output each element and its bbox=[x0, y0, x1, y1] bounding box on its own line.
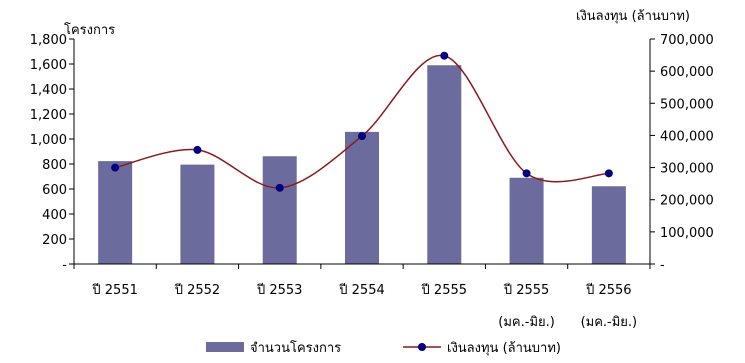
left-tick-label: - bbox=[62, 258, 67, 273]
line-series bbox=[111, 51, 613, 192]
bar bbox=[345, 131, 379, 264]
right-tick-label: 100,000 bbox=[660, 226, 714, 241]
right-tick-label: 400,000 bbox=[660, 129, 714, 144]
x-tick-label: ปี 2555 bbox=[503, 282, 549, 298]
left-tick-label: 1,600 bbox=[30, 58, 67, 73]
right-axis-title: เงินลงทุน (ล้านบาท) bbox=[576, 9, 690, 24]
x-tick-label: ปี 2551 bbox=[91, 282, 137, 298]
legend-label-bar: จำนวนโครงการ bbox=[250, 340, 341, 356]
left-tick-label: 1,800 bbox=[30, 33, 67, 48]
legend-swatch-bar bbox=[206, 342, 244, 352]
left-tick-label: 200 bbox=[42, 233, 67, 248]
line-point bbox=[275, 183, 284, 192]
left-axis-title: โครงการ bbox=[64, 22, 115, 38]
line-point bbox=[604, 169, 613, 178]
line-point bbox=[522, 169, 531, 178]
left-tick-label: 1,200 bbox=[30, 108, 67, 123]
x-tick-label: ปี 2556 bbox=[585, 282, 631, 298]
left-tick-label: 1,400 bbox=[30, 83, 67, 98]
bar bbox=[509, 177, 544, 264]
x-tick-label: ปี 2555 bbox=[421, 282, 467, 298]
x-tick-label: ปี 2553 bbox=[256, 282, 302, 298]
bar bbox=[98, 161, 133, 264]
bar bbox=[180, 164, 215, 264]
x-tick-label: ปี 2554 bbox=[338, 282, 384, 298]
axes: - 200 400 600 800 1,000 1,200 1,400 1,600 1,800 - 1… bbox=[30, 33, 714, 330]
left-tick-label: 600 bbox=[42, 183, 67, 198]
x-tick-sublabel: (มค.-มิย.) bbox=[498, 315, 555, 330]
line-point bbox=[440, 51, 449, 60]
right-tick-label: 500,000 bbox=[660, 97, 714, 112]
legend-swatch-marker bbox=[418, 343, 426, 351]
left-tick-label: 800 bbox=[42, 158, 67, 173]
bar bbox=[262, 156, 297, 264]
right-tick-label: 200,000 bbox=[660, 194, 714, 209]
left-tick-label: 1,000 bbox=[30, 133, 67, 148]
line-point bbox=[358, 132, 366, 141]
right-tick-label: 600,000 bbox=[660, 65, 714, 80]
line-point bbox=[111, 163, 120, 172]
right-tick-label: 700,000 bbox=[660, 33, 714, 48]
line-point bbox=[193, 145, 202, 154]
right-tick-label: - bbox=[660, 258, 665, 273]
legend-label-line: เงินลงทุน (ล้านบาท) bbox=[447, 341, 561, 356]
x-tick-label: ปี 2552 bbox=[174, 282, 220, 298]
left-tick-label: 400 bbox=[42, 208, 67, 223]
right-tick-label: 300,000 bbox=[660, 162, 714, 177]
legend: จำนวนโครงการ เงินลงทุน (ล้านบาท) bbox=[206, 340, 561, 356]
bar bbox=[427, 65, 462, 264]
bar bbox=[591, 186, 626, 264]
bar-series bbox=[98, 65, 626, 264]
x-tick-sublabel: (มค.-มิย.) bbox=[581, 315, 638, 330]
